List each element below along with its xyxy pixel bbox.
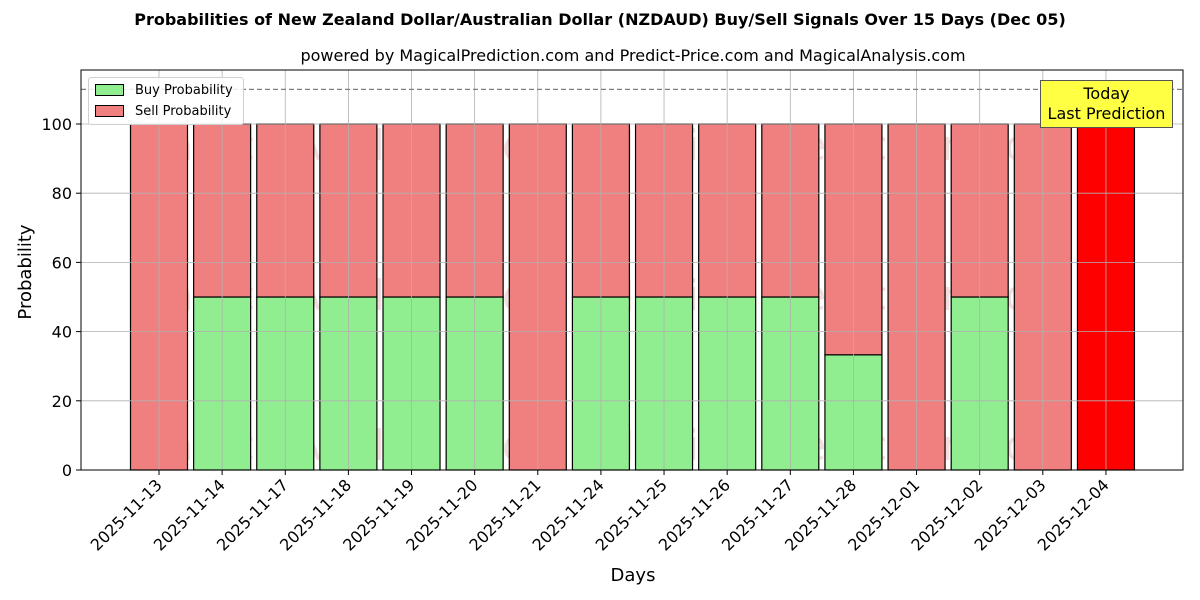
annotation-line-1: Today bbox=[1083, 84, 1130, 103]
chart-subtitle: powered by MagicalPrediction.com and Pre… bbox=[300, 46, 966, 65]
annotation-line-2: Last Prediction bbox=[1047, 104, 1166, 123]
legend-item-sell: Sell Probability bbox=[95, 102, 231, 120]
y-tick-label: 20 bbox=[52, 392, 72, 411]
y-tick-label: 40 bbox=[52, 323, 72, 342]
y-tick-label: 80 bbox=[52, 184, 72, 203]
y-axis-label: Probability bbox=[15, 224, 36, 319]
y-tick-label: 100 bbox=[41, 115, 72, 134]
legend-item-buy: Buy Probability bbox=[95, 81, 233, 99]
sell-swatch-icon bbox=[95, 105, 124, 117]
today-annotation: Today Last Prediction bbox=[1040, 80, 1173, 128]
legend-sell-label: Sell Probability bbox=[135, 103, 232, 119]
buy-swatch-icon bbox=[95, 84, 124, 96]
legend-buy-label: Buy Probability bbox=[135, 82, 233, 98]
chart-title: Probabilities of New Zealand Dollar/Aust… bbox=[134, 10, 1066, 29]
plot-frame bbox=[80, 69, 1184, 471]
y-tick-label: 0 bbox=[62, 461, 72, 480]
x-axis-label: Days bbox=[611, 565, 656, 586]
y-tick-label: 60 bbox=[52, 253, 72, 272]
legend: Buy Probability Sell Probability bbox=[88, 77, 244, 125]
